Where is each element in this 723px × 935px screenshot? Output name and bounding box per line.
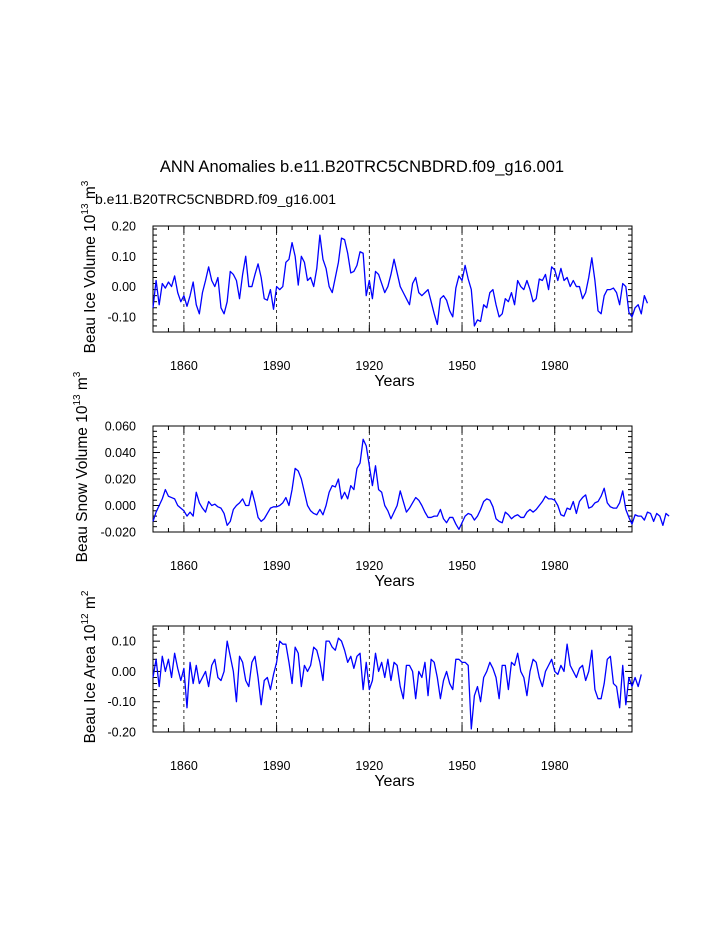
x-tick-label: 1950 (448, 559, 476, 573)
y-axis-label: Beau Ice Area 1012 m2 (80, 590, 99, 743)
series-line-snow-volume (152, 438, 670, 530)
x-tick-label: 1950 (448, 759, 476, 773)
x-tick-label: 1950 (448, 359, 476, 373)
plot-frame (152, 225, 633, 333)
x-tick-label: 1860 (170, 559, 198, 573)
plot-frame (152, 625, 633, 733)
y-tick-label: 0.000 (105, 499, 136, 513)
x-tick-label: 1860 (170, 359, 198, 373)
y-tick-label: -0.020 (101, 526, 136, 540)
y-axis-label: Beau Snow Volume 1013 m3 (72, 371, 91, 562)
x-tick-label: 1920 (355, 559, 383, 573)
y-axis-label: Beau Ice Volume 1013 m3 (80, 180, 99, 353)
y-tick-label: 0.00 (112, 665, 136, 679)
x-axis-label: Years (374, 773, 414, 790)
series-line-ice-area (152, 637, 642, 730)
panel-snow-volume: 1860 1890 1920 1950 1980 -0.020 0.000 0.020 0.04… (72, 371, 670, 590)
x-axis-label: Years (374, 573, 414, 590)
x-tick-label: 1980 (541, 559, 569, 573)
y-tick-label: 0.10 (112, 635, 136, 649)
x-tick-label: 1890 (263, 359, 291, 373)
y-tick-label: 0.00 (112, 280, 136, 294)
panel-ice-area: 1860 1890 1920 1950 1980 -0.20 -0.10 0.00 0.10 Ye… (80, 590, 642, 790)
y-tick-label: 0.060 (105, 420, 136, 434)
series-label: b.e11.B20TRC5CNBDRD.f09_g16.001 (95, 191, 336, 207)
y-tick-label: -0.10 (108, 310, 137, 324)
x-tick-label: 1980 (541, 759, 569, 773)
y-tick-label: -0.10 (108, 695, 137, 709)
y-tick-label: 0.020 (105, 473, 136, 487)
y-tick-label: 0.040 (105, 446, 136, 460)
x-tick-label: 1890 (263, 559, 291, 573)
x-tick-label: 1890 (263, 759, 291, 773)
y-tick-label: 0.20 (112, 220, 136, 234)
x-tick-label: 1980 (541, 359, 569, 373)
x-tick-label: 1860 (170, 759, 198, 773)
x-axis-label: Years (374, 373, 414, 390)
y-tick-label: 0.10 (112, 250, 136, 264)
series-line-ice-volume (152, 234, 649, 327)
y-tick-label: -0.20 (108, 726, 137, 740)
panel-ice-volume: 1860 1890 1920 1950 1980 -0.10 0.00 0.10 0.20 Yea… (80, 180, 649, 390)
x-tick-label: 1920 (355, 759, 383, 773)
x-tick-label: 1920 (355, 359, 383, 373)
panels: 1860 1890 1920 1950 1980 -0.10 0.00 0.10 0.20 Yea… (72, 180, 670, 790)
chart-title: ANN Anomalies b.e11.B20TRC5CNBDRD.f09_g1… (160, 158, 564, 176)
